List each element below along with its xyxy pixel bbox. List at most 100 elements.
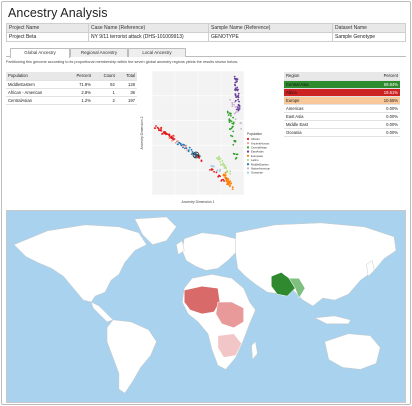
region-percent: 0.00% [352,128,400,137]
scatter-point [223,163,225,166]
population-header-count: Count [92,72,117,81]
scatter-point [223,180,225,182]
scatter-point [236,78,239,81]
scatter-point [232,125,234,128]
table-row: Oceania 0.00% [284,128,400,137]
scatter-point [233,104,235,106]
info-header-dataset: Dataset Name [332,23,406,33]
scatter-point [234,99,237,102]
scatter-point [229,185,231,188]
legend-label: AncientHuman [251,141,270,145]
population-total: 36 [116,88,137,97]
region-name: Central Asia [284,80,353,89]
scatter-point [229,98,232,101]
scatter-point [226,183,229,186]
table-row: Europe 10.65% [284,96,400,105]
tab-local-ancestry[interactable]: Local Ancestry [128,48,186,57]
uk [176,240,185,255]
region-header-percent: Percent [352,72,400,81]
legend-swatch [246,154,250,157]
region-name: East Asia [284,112,353,121]
region-name: Americas [284,104,353,113]
region-percent: 0.00% [352,112,400,121]
y-axis-label: Ancestry Dimension 2 [140,116,144,149]
table-row: MiddleEastern 71.9% 92 128 [6,80,137,89]
legend-label: EastAsian [251,150,264,154]
scatter-point [233,75,236,78]
region-name: Africa [284,88,353,97]
scatter-point [188,146,191,149]
map-central-africa [215,301,244,329]
scatter-point [229,119,232,122]
region-percent: 0.00% [352,104,400,113]
scatter-point [213,165,215,168]
tab-global-ancestry[interactable]: Global Ancestry [10,48,70,58]
scatter-point [168,134,171,137]
scatter-point [219,168,221,171]
scatter-point [231,135,234,138]
scatter-point [179,142,181,145]
scatter-point [220,180,223,182]
scatter-point [218,174,221,177]
scatter-point [234,94,237,97]
scatter-point [231,103,234,106]
table-row: Middle East 0.00% [284,120,400,129]
scatter-point [236,111,239,113]
tab-regional-ancestry[interactable]: Regional Ancestry [70,48,128,57]
scatter-point [232,122,235,125]
scatter-point [238,104,241,107]
info-header-sample: Sample Name (Reference) [208,23,333,33]
scatter-point [165,133,168,135]
scatter-point [231,105,234,108]
scatter-point [231,186,234,189]
region-percent: 10.65% [352,96,400,105]
region-header-row: Region Percent [284,72,400,81]
highlighted-regions [183,272,306,358]
legend-label: Oceanian [251,171,263,175]
scatter-point [237,108,240,111]
scatter-point [187,149,190,151]
scatter-point [231,101,234,104]
world-map[interactable] [6,210,406,403]
scatter-point [191,151,194,153]
scatter-point [227,180,229,182]
scatter-point [236,89,239,92]
population-name: MiddleEastern [6,80,64,89]
scatter-point [174,142,177,144]
scatter-point [230,127,233,130]
scatter-point [198,157,200,159]
scatter-point [234,140,237,143]
legend-label: Latino [251,158,259,162]
scatter-point [227,111,229,114]
x-axis-label: Ancestry Dimension 1 [182,200,215,204]
legend-label: NativeAmerican [251,167,270,171]
region-percent: 0.00% [352,120,400,129]
info-case-name: NY 9/11 terrorist attack (DHS-101009913) [88,32,209,42]
scatter-point [215,171,218,174]
target-sample-marker [192,151,200,159]
population-count: 1 [92,88,117,97]
description-text: Partitioning this genome according to it… [6,60,238,64]
info-header-row: Project Name Case Name (Reference) Sampl… [6,23,406,33]
scatter-point [224,172,227,174]
scatter-point [225,170,228,173]
ancestry-scatter-plot: Ancestry Dimension 1 Ancestry Dimension … [140,70,270,204]
scatter-point [232,121,235,124]
info-value-row: Project Beta NY 9/11 terrorist attack (D… [6,32,406,42]
scatter-point [224,165,226,168]
scatter-point [216,169,219,172]
scatter-point [190,148,193,151]
scatter-point [238,100,240,103]
scatter-point [158,129,161,131]
scatter-point [235,80,238,83]
scatter-point [229,172,231,175]
scatter-point [235,96,238,99]
indonesia [313,315,351,325]
south-america [106,319,157,394]
table-row: Americas 0.00% [284,104,400,113]
legend-swatch [246,142,250,145]
scatter-point [222,178,224,181]
population-percent: 1.2% [64,96,93,105]
greenland [134,216,177,245]
